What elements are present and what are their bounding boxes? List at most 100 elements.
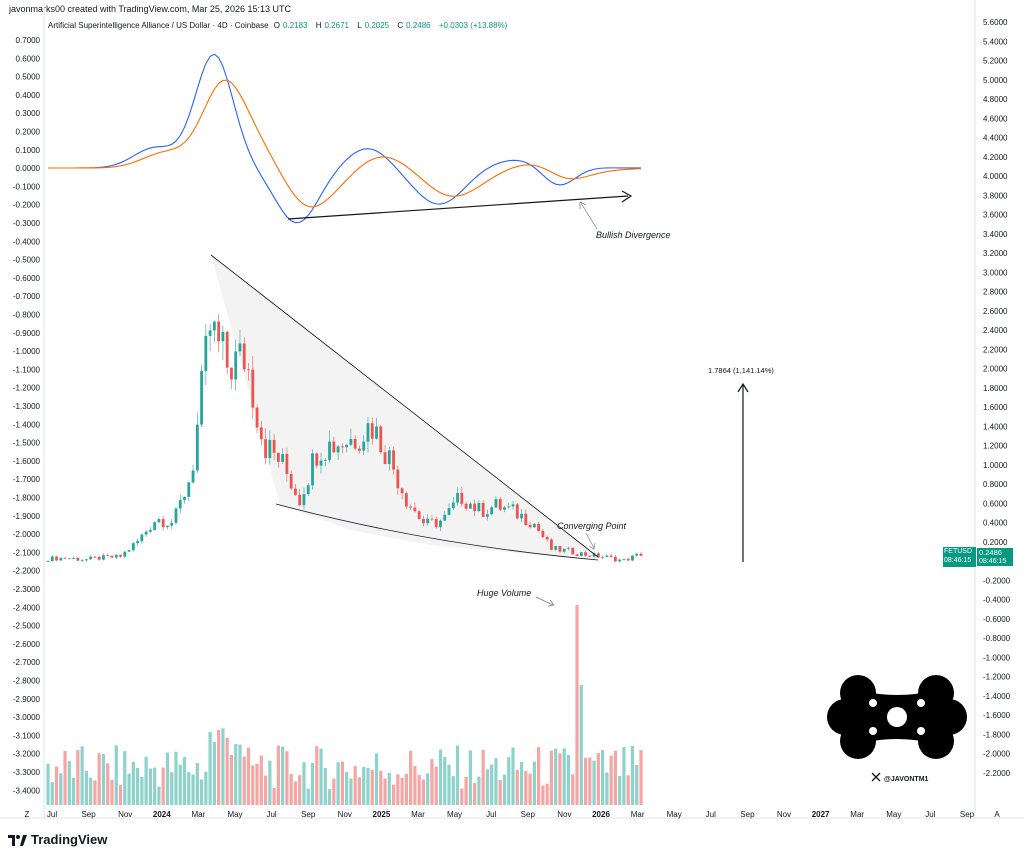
left-axis-tick: -0.4000 bbox=[13, 237, 41, 246]
right-axis-tick: 3.4000 bbox=[983, 230, 1008, 239]
left-axis-tick: -3.1000 bbox=[13, 731, 41, 740]
candle-body bbox=[413, 507, 417, 512]
time-axis-label: Jul bbox=[706, 810, 716, 819]
target-arrowhead-icon bbox=[737, 382, 749, 393]
right-axis-tick: -1.0000 bbox=[983, 653, 1011, 662]
divergence-trendline[interactable] bbox=[287, 195, 629, 220]
candle-body bbox=[319, 460, 323, 466]
time-axis-left-corner: Z bbox=[25, 810, 30, 819]
candle-body bbox=[298, 494, 302, 506]
symbol-legend[interactable]: Artificial Superintelligence Alliance / … bbox=[48, 21, 510, 30]
ohlc-low-value: 0.2025 bbox=[364, 21, 390, 30]
left-price-axis[interactable]: 0.7000 0.6000 0.5000 0.4000 0.3000 0.2000 0.10… bbox=[13, 36, 41, 795]
volume-bar bbox=[263, 775, 268, 805]
time-axis-label: May bbox=[447, 810, 462, 819]
candle-body bbox=[166, 525, 169, 528]
volume-bar bbox=[289, 773, 293, 805]
time-axis-label: Sep bbox=[81, 810, 96, 819]
left-axis-tick: -0.3000 bbox=[13, 219, 41, 228]
candle-body bbox=[387, 450, 391, 465]
volume-bar bbox=[455, 745, 460, 805]
right-axis-tick: 4.4000 bbox=[983, 134, 1008, 143]
wedge-upper-trendline[interactable] bbox=[210, 254, 599, 558]
right-price-axis[interactable]: 5.6000 5.4000 5.2000 5.0000 4.8000 4.6000 4.40… bbox=[983, 18, 1011, 778]
candle-body bbox=[639, 553, 643, 556]
candle-body bbox=[285, 454, 289, 474]
tradingview-brand[interactable]: TradingView bbox=[8, 832, 107, 847]
tradingview-logo-icon bbox=[8, 834, 27, 846]
volume-bar bbox=[618, 775, 622, 805]
candle-body bbox=[247, 369, 250, 371]
candle-body bbox=[507, 506, 511, 508]
volume-bar bbox=[302, 762, 306, 805]
volume-bar bbox=[225, 737, 229, 805]
candle-body bbox=[212, 321, 216, 331]
candle-body bbox=[97, 556, 101, 560]
candle-body bbox=[110, 555, 114, 558]
candle-body bbox=[460, 492, 464, 504]
candle-body bbox=[477, 502, 481, 512]
volume-bar bbox=[276, 745, 280, 805]
volume-bar bbox=[532, 761, 536, 805]
candle-body bbox=[76, 557, 80, 561]
volume-bar bbox=[187, 772, 191, 805]
volume-bar bbox=[148, 768, 152, 805]
ohlc-open: O 0.2183 bbox=[274, 21, 311, 30]
volume-bar bbox=[50, 782, 54, 805]
volume-bar bbox=[349, 778, 353, 805]
candle-body bbox=[259, 427, 263, 440]
left-axis-tick: 0.0000 bbox=[16, 164, 41, 173]
right-axis-tick: 2.2000 bbox=[983, 345, 1008, 354]
symbol-title[interactable]: Artificial Superintelligence Alliance / … bbox=[48, 21, 269, 30]
volume-bar bbox=[131, 761, 135, 805]
volume-bar bbox=[383, 778, 387, 805]
price-candles bbox=[46, 314, 643, 563]
candle-body bbox=[494, 499, 498, 508]
volume-bar bbox=[93, 780, 97, 805]
candle-body bbox=[550, 539, 553, 550]
volume-bar bbox=[118, 784, 123, 805]
candle-body bbox=[392, 450, 395, 470]
volume-bar bbox=[387, 772, 391, 805]
volume-bar bbox=[515, 769, 519, 805]
time-axis[interactable]: Jul Sep Nov 2024 Mar May Jul Sep Nov 2025 Mar May Ju… bbox=[25, 810, 1001, 819]
volume-bar bbox=[255, 763, 259, 805]
volume-bar bbox=[221, 728, 225, 805]
candle-body bbox=[46, 561, 50, 562]
candle-body bbox=[332, 441, 336, 453]
right-axis-tick: 0.6000 bbox=[983, 499, 1008, 508]
left-axis-tick: -3.4000 bbox=[13, 786, 41, 795]
right-axis-tick: -1.8000 bbox=[983, 730, 1011, 739]
volume-bar bbox=[468, 750, 472, 805]
volume-bar bbox=[327, 789, 332, 805]
volume-bar bbox=[481, 749, 485, 805]
candle-body bbox=[123, 551, 127, 557]
wedge-lower-trendline[interactable] bbox=[275, 503, 599, 561]
price-tag-countdown: 08:46:15 bbox=[944, 557, 972, 564]
volume-bar bbox=[268, 760, 272, 805]
candle-body bbox=[119, 554, 122, 557]
time-axis-label: Nov bbox=[118, 810, 132, 819]
left-axis-tick: -3.3000 bbox=[13, 768, 41, 777]
volume-bar bbox=[71, 777, 76, 805]
left-axis-tick: -0.8000 bbox=[13, 311, 41, 320]
candle-body bbox=[379, 426, 383, 453]
volume-bar bbox=[366, 767, 370, 805]
time-axis-label: May bbox=[667, 810, 682, 819]
left-axis-tick: -2.1000 bbox=[13, 548, 41, 557]
volume-bar bbox=[127, 773, 131, 805]
candle-body bbox=[294, 488, 297, 495]
price-change: +0.0303 (+13.88%) bbox=[438, 21, 508, 30]
candle-body bbox=[601, 556, 605, 558]
volume-bar bbox=[443, 757, 447, 805]
volume-bar bbox=[417, 774, 421, 805]
volume-bar bbox=[583, 757, 588, 805]
volume-bar bbox=[84, 770, 88, 805]
volume-bar bbox=[370, 769, 374, 805]
right-axis-tick: 1.4000 bbox=[983, 422, 1008, 431]
volume-bar bbox=[473, 782, 477, 805]
right-axis-tick: 5.4000 bbox=[983, 37, 1008, 46]
volume-bar bbox=[106, 763, 110, 805]
candle-body bbox=[328, 441, 331, 460]
